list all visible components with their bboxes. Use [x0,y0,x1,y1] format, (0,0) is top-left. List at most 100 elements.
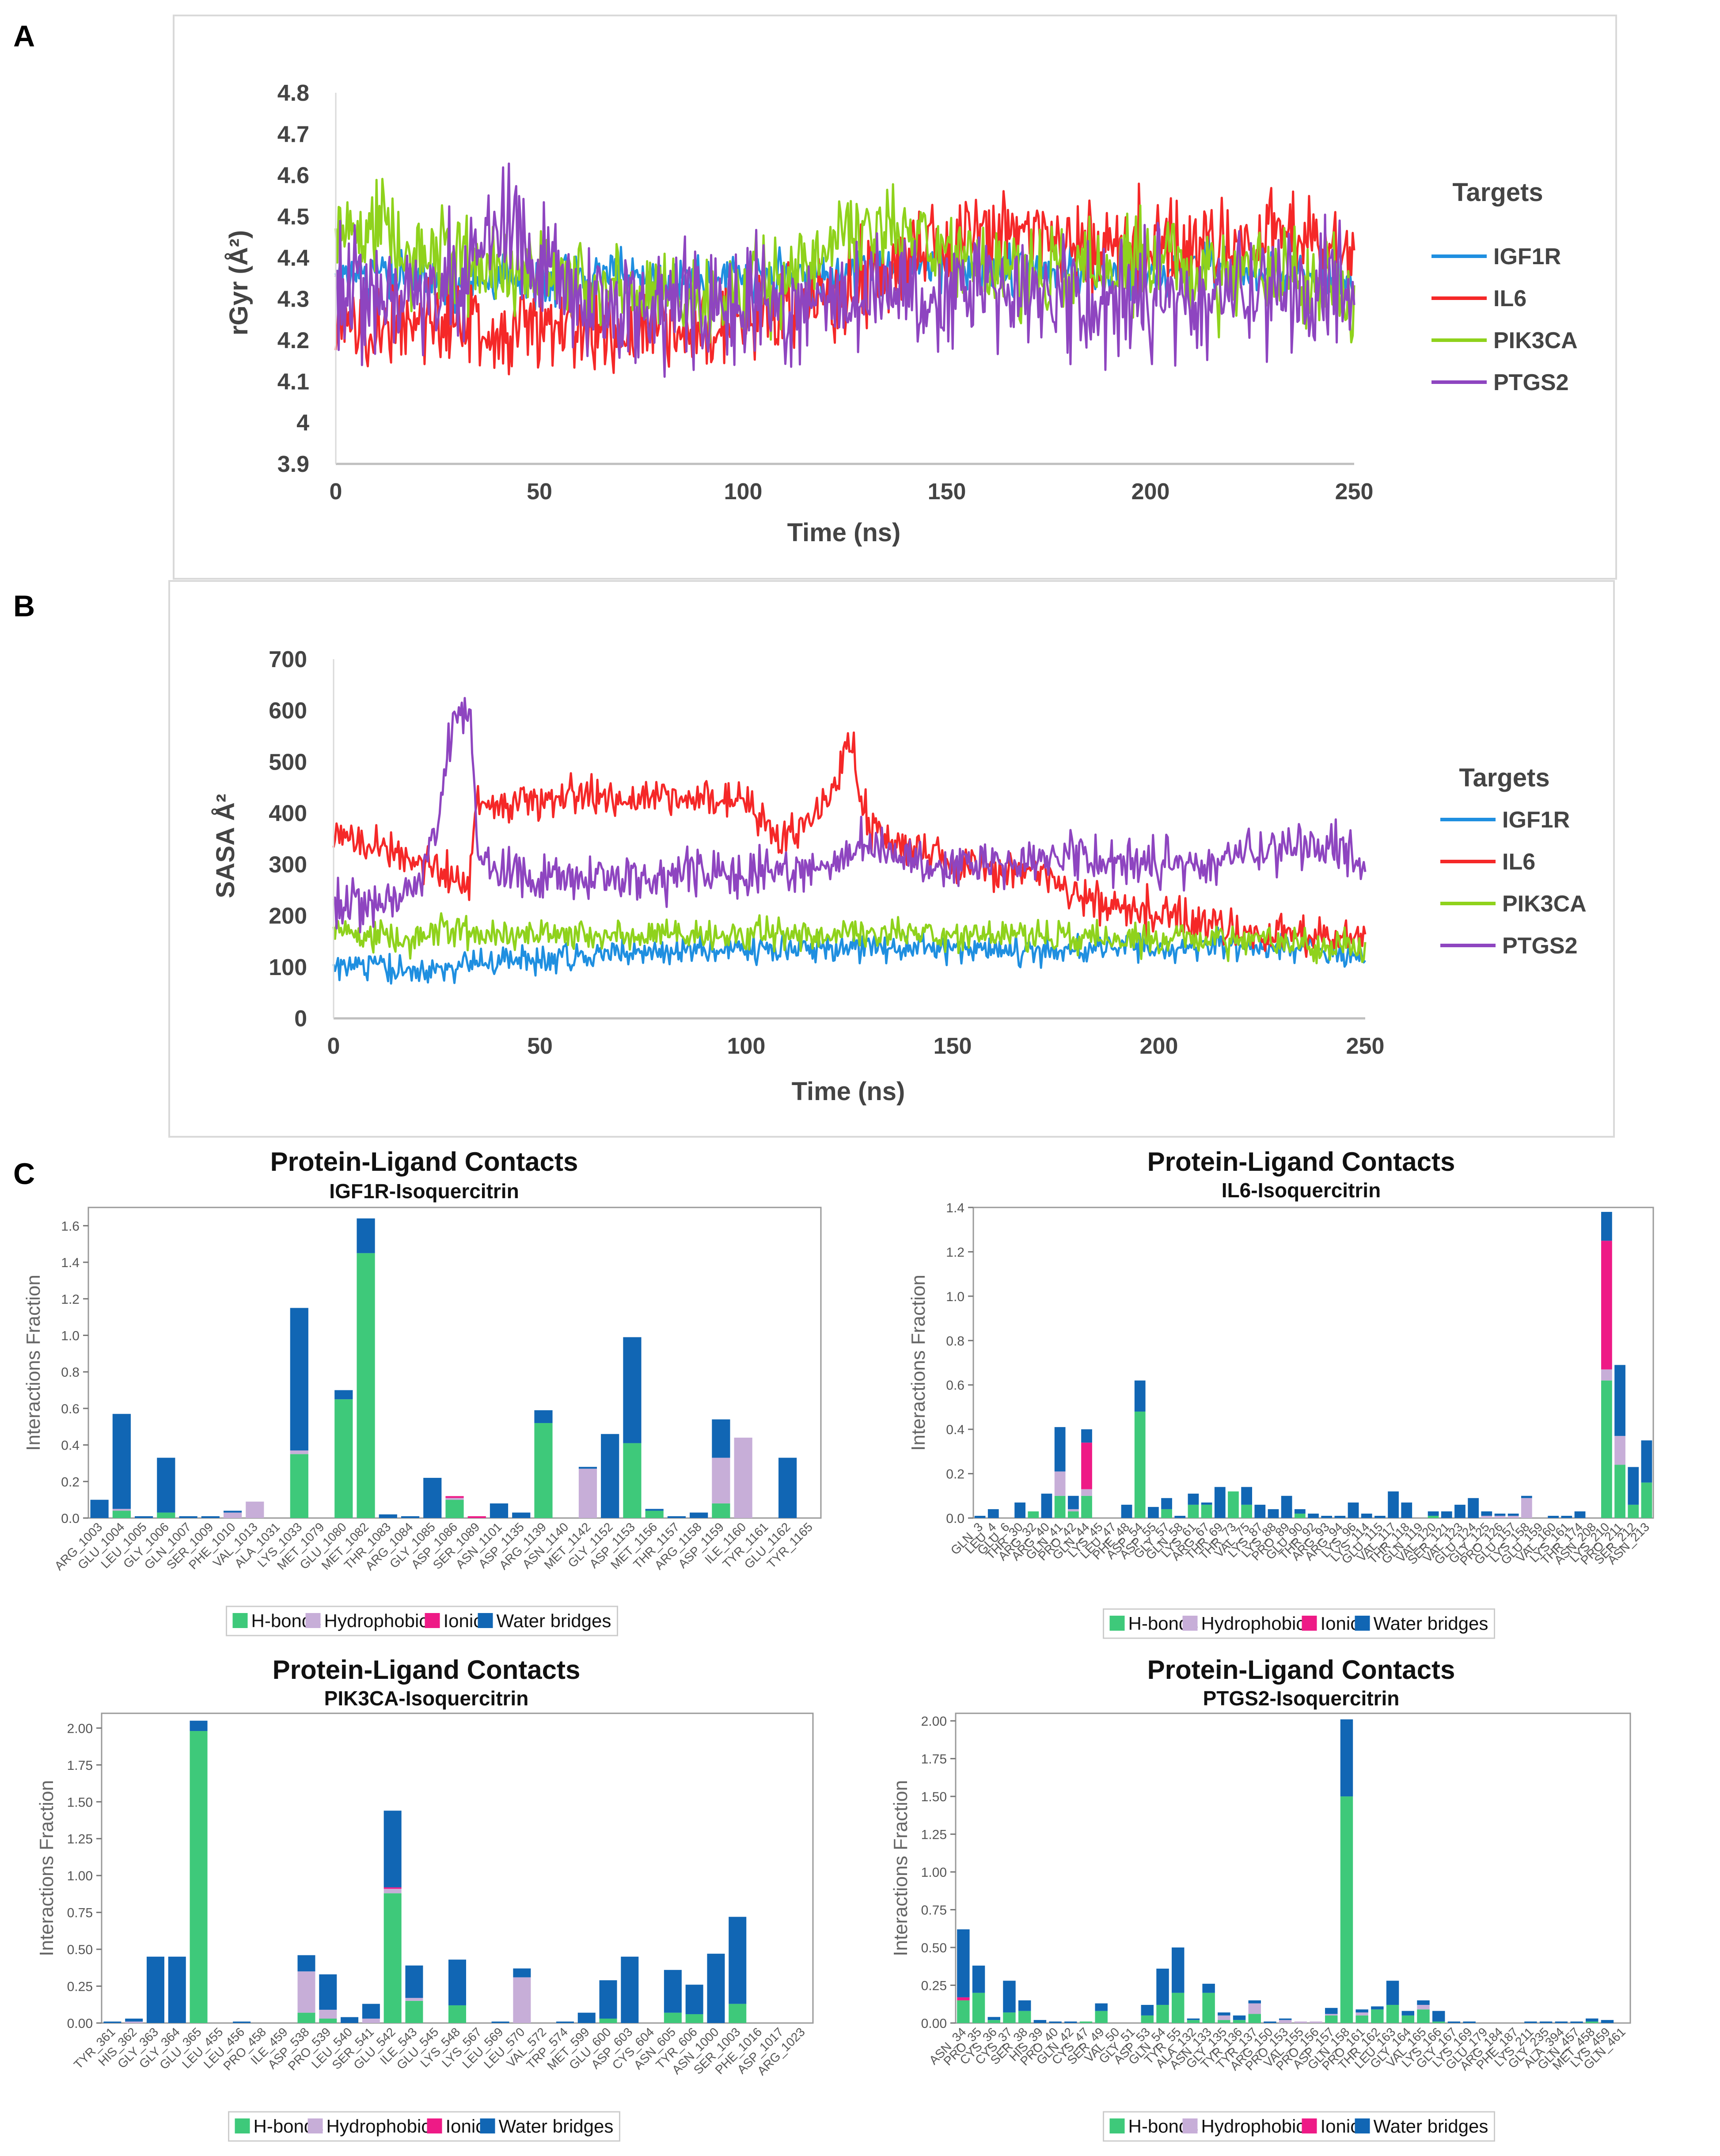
il6-bar-water [1054,1427,1066,1472]
ptgs2-y-tick-label: 0.50 [921,1941,947,1955]
ptgs2-bar-hydro [1325,2014,1338,2016]
sasa-x-tick-label: 150 [934,1033,972,1059]
il6-bar-water [1161,1498,1172,1509]
il6-bar-hbond [1067,1511,1079,1518]
ptgs2-bar-hbond [1187,2020,1200,2023]
sasa-x-tick-label: 100 [727,1033,766,1059]
il6-bar-water [1388,1491,1399,1518]
igf1r-y-tick-label: 1.6 [61,1219,80,1234]
sasa-y-tick-label: 100 [269,955,307,980]
il6-bar-water [974,1515,986,1518]
rgyr-x-tick-label: 200 [1131,479,1170,505]
ptgs2-bar-hbond [1095,2011,1108,2023]
ptgs2-bar-water [1171,1947,1185,1993]
ptgs2-legend-label-ionic: Ionic [1321,2116,1360,2137]
pik3ca-chart-title: Protein-Ligand Contacts [273,1655,581,1685]
pik3ca-bar-hbond [599,2018,617,2023]
il6-y-tick-label: 0.0 [946,1511,964,1526]
pik3ca-bar-hbond [729,2004,747,2023]
sasa-x-tick-label: 50 [527,1033,553,1059]
il6-bar-water [1548,1515,1559,1518]
ptgs2-bar-hbond [1432,2021,1445,2023]
igf1r-bar-hydro [290,1450,308,1454]
ptgs2-bar-water [1355,2009,1368,2013]
ptgs2-bar-water [1033,2020,1047,2023]
ptgs2-y-tick-label: 0.75 [921,1903,947,1918]
ptgs2-bar-water [1049,2021,1062,2023]
ptgs2-bar-hydro [1294,2021,1307,2023]
pik3ca-bar-water [383,1811,402,1887]
ptgs2-bar-water [1432,2011,1445,2022]
igf1r-legend-label-hydro: Hydrophobic [324,1610,429,1631]
igf1r-bar-hydro [112,1509,131,1511]
pik3ca-bar-water [125,2018,143,2022]
igf1r-bar-water [667,1516,686,1518]
il6-bar-hydro [1521,1498,1532,1518]
il6-bar-water [1641,1440,1652,1483]
ptgs2-bar-water [1524,2021,1537,2023]
rgyr-x-tick-label: 100 [724,479,763,505]
ptgs2-bar-water [1463,2021,1476,2023]
rgyr-x-tick-label: 50 [527,479,552,505]
rgyr-y-tick-label: 4.2 [277,328,309,353]
igf1r-bar-hbond [534,1423,553,1518]
igf1r-bar-hydro [734,1438,752,1518]
il6-bar-water [1121,1504,1132,1518]
pik3ca-bar-hydro [383,1889,402,1894]
igf1r-legend-label-ionic: Ionic [444,1610,483,1631]
pik3ca-legend-label-hydro: Hydrophobic [327,2116,431,2137]
pik3ca-bar-hbond [448,2005,467,2023]
il6-bar-hydro [1054,1471,1066,1496]
il6-legend-label-hydro: Hydrophobic [1201,1613,1306,1634]
igf1r-bar-water [201,1516,220,1518]
ptgs2-bar-water [1279,2018,1292,2020]
rgyr-y-tick-label: 4 [296,410,309,436]
rgyr-line-il6 [334,182,1355,376]
igf1r-legend-box [226,1606,618,1636]
pik3ca-bar-hbond [685,2014,703,2023]
pik3ca-bar-water [233,2021,251,2023]
igf1r-bar-water [401,1516,420,1518]
igf1r-y-tick-label: 0.6 [61,1402,80,1416]
rgyr-y-label: rGyr (Å²) [224,230,253,335]
il6-y-tick-label: 0.4 [946,1423,964,1437]
igf1r-bar-water [112,1414,131,1509]
il6-bar-hbond [1134,1411,1146,1518]
ptgs2-bar-hbond [1218,2020,1230,2023]
pik3ca-bar-water [190,1720,208,1731]
il6-bar-hbond [1614,1465,1625,1518]
ptgs2-bar-water [1018,2000,1031,2011]
ptgs2-y-tick-label: 0.25 [921,1979,947,1993]
il6-bar-water [1281,1496,1292,1518]
ptgs2-bar-hydro [1248,2003,1261,2014]
ptgs2-bar-ionic [957,1997,970,2000]
pik3ca-bar-water [513,1968,531,1978]
ptgs2-bar-water [1141,2004,1154,2016]
igf1r-chart-subtitle: IGF1R-Isoquercitrin [329,1180,519,1203]
ptgs2-bar-hydro [1310,2021,1322,2023]
pik3ca-bar-water [664,1970,682,2013]
ptgs2-bar-water [1248,2000,1261,2004]
ptgs2-contacts-chart: Protein-Ligand ContactsPTGS2-Isoquercitr… [890,1655,1631,2142]
pik3ca-y-tick-label: 1.75 [67,1758,93,1773]
sasa-legend-label-ptgs2: PTGS2 [1502,933,1578,959]
il6-y-tick-label: 1.4 [946,1201,964,1215]
igf1r-legend-swatch-hbond [232,1613,248,1628]
il6-plot-area [972,1207,1654,1519]
igf1r-bar-hbond [645,1511,664,1518]
igf1r-bar-water [90,1499,109,1518]
igf1r-y-tick-label: 1.2 [61,1292,80,1307]
igf1r-bar-water [135,1516,153,1518]
il6-y-tick-label: 1.0 [946,1290,964,1304]
rgyr-line-ptgs2 [334,162,1355,378]
rgyr-y-tick-label: 4.3 [277,287,309,312]
panel-label-a: A [13,19,35,53]
rgyr-y-tick-label: 4.7 [277,121,309,147]
igf1r-bar-water [534,1410,553,1423]
ptgs2-bar-hbond [1586,2021,1598,2023]
rgyr-x-tick-label: 0 [330,479,342,505]
ptgs2-bar-hbond [1355,2015,1368,2023]
sasa-line-pik3ca [332,912,1367,964]
il6-bar-water [1574,1511,1586,1518]
